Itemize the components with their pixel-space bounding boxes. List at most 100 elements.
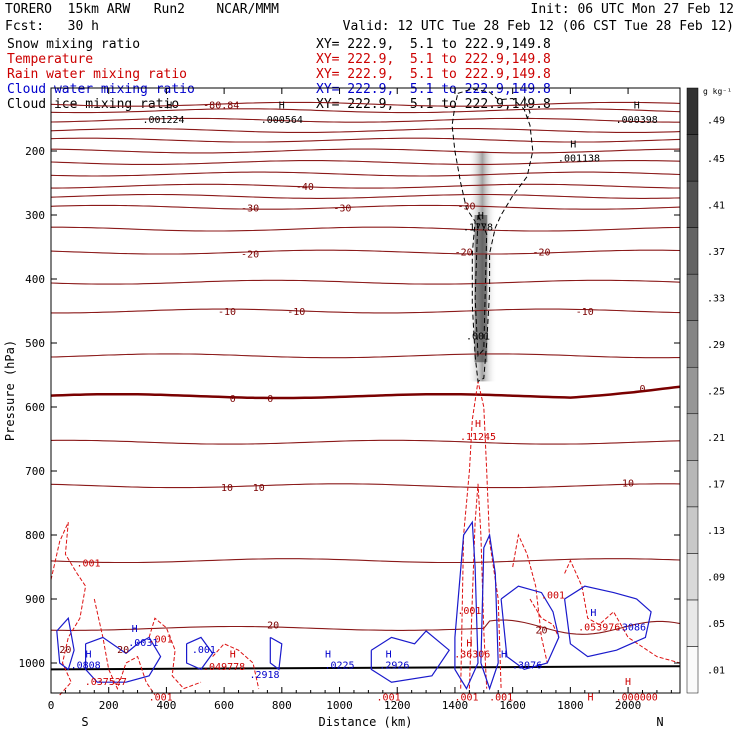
x-tick-label: 1200: [384, 699, 411, 712]
contour-value-label: .001: [489, 692, 513, 703]
isotherm-label: 20: [59, 645, 71, 656]
isotherm-label: -40: [296, 182, 314, 193]
colorbar-segment: [686, 273, 699, 321]
isotherm-line: [50, 160, 681, 165]
x-tick-label: 1000: [326, 699, 353, 712]
contour-value-label: .001: [377, 692, 401, 703]
contour-value-label: .36306: [454, 649, 490, 660]
contour-value-label: H: [132, 624, 138, 635]
cloud-water-contour: [500, 585, 560, 671]
contour-value-label: H: [166, 100, 172, 111]
colorbar-segment: [686, 646, 699, 694]
x-tick-label: 1600: [499, 699, 526, 712]
snow-shading-layer: [467, 151, 497, 382]
cloud-ice-contour: [451, 88, 534, 383]
colorbar-segment: [686, 134, 699, 182]
contour-value-label: H: [230, 649, 236, 660]
colorbar: .49 .45 .41 .37 .33 .29 .25 .21 .17 .13 .09 .05 .01 g…: [686, 87, 732, 694]
rain-contour-layer: [50, 381, 681, 696]
contour-value-label: .000398: [616, 115, 658, 126]
colorbar-segment: [686, 553, 699, 601]
contour-value-label: H: [634, 100, 640, 111]
isotherm-line: [50, 558, 681, 564]
contour-value-label: .001: [457, 606, 481, 617]
contour-value-label: H: [570, 139, 576, 150]
isotherm-label: 0: [267, 394, 273, 405]
header-forecast-hour: Fcst: 30 h: [5, 19, 99, 34]
isotherm-line: [50, 385, 681, 400]
colorbar-label: .01: [707, 666, 725, 677]
contour-value-label: H: [625, 677, 631, 688]
colorbar-label: .45: [707, 154, 725, 165]
cloud-water-contour: [269, 636, 283, 671]
isotherm-line: [50, 483, 681, 489]
contour-value-label: .049778: [203, 662, 245, 673]
rain-water-contour: [50, 521, 87, 696]
isotherm-label: 0: [230, 394, 236, 405]
header-init-time: Init: 06 UTC Mon 27 Feb 12: [530, 2, 735, 17]
x-tick-label: 1400: [442, 699, 469, 712]
isotherm-label: 10: [622, 479, 634, 490]
colorbar-segment: [686, 180, 699, 228]
isotherm-layer: [50, 101, 681, 671]
rain-water-contour: [93, 598, 156, 696]
isotherm-line: [50, 619, 681, 635]
field-xy-temperature: XY= 222.9, 5.1 to 222.9,149.8: [316, 52, 551, 67]
x-tick-label: 2000: [615, 699, 642, 712]
isotherm-line: [50, 353, 680, 359]
y-tick-label: 600: [25, 401, 45, 414]
rain-water-contour: [468, 483, 488, 689]
isotherm-label: -20: [455, 247, 473, 258]
colorbar-label: .33: [707, 293, 725, 304]
cloud-ice-contour: [523, 96, 531, 120]
x-tick-label: 0: [48, 699, 55, 712]
cloud-water-contour: [370, 630, 451, 683]
colorbar-label: .37: [707, 247, 725, 258]
isotherm-label: 20: [535, 626, 547, 637]
isotherm-line: [50, 204, 681, 210]
colorbar-label: .13: [707, 526, 725, 537]
header-title: TORERO 15km ARW Run2 NCAR/MMM: [5, 2, 279, 17]
colorbar-unit: g kg⁻¹: [703, 87, 732, 96]
isotherm-line: [50, 117, 680, 123]
y-axis-title: Pressure (hPa): [3, 340, 17, 441]
cloud-water-contour: [56, 616, 75, 671]
rain-water-contour: [212, 643, 260, 689]
contour-value-label: H: [325, 649, 331, 660]
colorbar-segment: [686, 460, 699, 508]
field-xy-rain: XY= 222.9, 5.1 to 222.9,149.8: [316, 67, 551, 82]
contour-value-label: .2918: [249, 670, 279, 681]
contour-value-label: .001: [454, 692, 478, 703]
field-xy-cloud-water: XY= 222.9, 5.1 to 222.9,149.8: [316, 82, 551, 97]
rain-water-contour: [148, 617, 202, 690]
x-axis-title: Distance (km): [319, 715, 413, 729]
header-valid-time: Valid: 12 UTC Tue 28 Feb 12 (06 CST Tue …: [342, 19, 734, 34]
isotherm-line: [50, 279, 681, 285]
colorbar-segment: [686, 599, 699, 647]
colorbar-label: .21: [707, 433, 725, 444]
contour-value-label: .001: [149, 692, 173, 703]
y-tick-label: 300: [25, 209, 45, 222]
colorbar-segment: [686, 506, 699, 554]
contour-value-label: H: [475, 419, 481, 430]
contour-value-label: .0031: [128, 638, 158, 649]
contour-value-label: .0225: [324, 660, 354, 671]
contour-value-label: .1778: [463, 223, 493, 234]
colorbar-segment: [686, 320, 699, 368]
cloud-water-contour-layer: [56, 520, 652, 691]
snow-shading-core: [474, 215, 488, 363]
isotherm-label: 10: [221, 483, 233, 494]
contour-value-label: H: [590, 608, 596, 619]
isotherm-line: [50, 439, 681, 445]
isotherm-label: 20: [117, 645, 129, 656]
colorbar-segment: [686, 413, 699, 461]
x-tick-label: 800: [272, 699, 292, 712]
contour-value-label: .001: [466, 331, 490, 342]
isotherm-label: 0: [639, 384, 645, 395]
colorbar-label: .09: [707, 573, 725, 584]
isotherm-label: -10: [576, 307, 594, 318]
isotherm-label: -20: [241, 249, 259, 260]
y-tick-label: 400: [25, 273, 45, 286]
contour-value-label: .3076: [512, 660, 542, 671]
contour-value-label: .2926: [379, 660, 409, 671]
